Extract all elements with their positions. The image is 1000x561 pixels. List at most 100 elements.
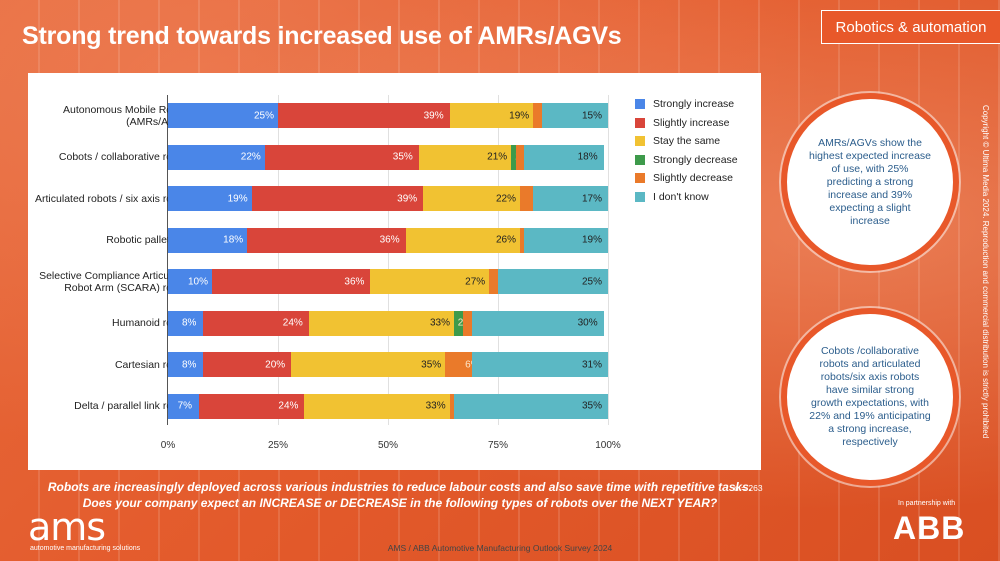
legend-label: Strongly decrease <box>653 153 738 166</box>
legend-swatch <box>635 154 645 165</box>
data-label: 26% <box>495 234 517 246</box>
bar-segment <box>168 103 278 129</box>
data-label: 18% <box>223 234 244 246</box>
chart-legend: Strongly increase Slightly increase Stay t… <box>635 95 738 206</box>
bar-segment <box>533 103 542 129</box>
bar-segment <box>168 186 252 212</box>
data-label: 18% <box>577 151 598 163</box>
category-label: Articulated robots / six axis robots <box>35 192 192 205</box>
x-tick-label: 75% <box>487 440 509 451</box>
chart-panel: 0% 25% 50% 75% 100% Autonomous Mobile Robots … <box>28 73 761 470</box>
bar-segment <box>445 352 472 378</box>
bar-segment <box>520 227 525 253</box>
data-label: 33% <box>429 317 451 329</box>
legend-item: I don't know <box>635 188 738 207</box>
bar-segment <box>423 186 520 212</box>
bar-segment <box>168 227 248 253</box>
bar-segment <box>168 352 204 378</box>
data-label: 30% <box>577 317 598 329</box>
callout-cobots: Cobots /collaborative robots and articul… <box>781 308 959 486</box>
legend-swatch <box>635 99 645 110</box>
data-label: 31% <box>581 359 603 371</box>
data-label: 35% <box>421 359 442 371</box>
legend-swatch <box>635 117 645 128</box>
legend-item: Strongly increase <box>635 95 738 114</box>
bar-segment <box>203 310 309 336</box>
bar-segment <box>489 269 498 295</box>
data-label: 22% <box>240 151 261 163</box>
y-axis-line <box>167 95 168 425</box>
x-tick-label: 100% <box>595 440 621 451</box>
legend-label: Slightly increase <box>653 116 730 129</box>
legend-item: Slightly decrease <box>635 169 738 188</box>
data-label: 10% <box>187 276 209 288</box>
ams-logo: ams <box>28 505 106 549</box>
data-label: 39% <box>397 193 418 205</box>
copyright-notice: Copyright © Ultima Media 2024. Reproduct… <box>981 105 990 439</box>
data-label: 27% <box>465 276 486 288</box>
data-label: 19% <box>227 193 248 205</box>
bar-segment <box>203 352 292 378</box>
bar-segment <box>418 144 512 170</box>
abb-logo: ABB <box>893 510 966 546</box>
category-label: Selective Compliance Articulated Robot A… <box>39 269 192 294</box>
bar-segment <box>462 310 472 336</box>
data-label: 19% <box>509 110 530 122</box>
legend-item: Slightly increase <box>635 114 738 133</box>
bar-segment <box>278 103 450 129</box>
category-label: Cobots / collaborative robots <box>58 151 192 164</box>
legend-swatch <box>635 136 645 147</box>
data-label: 8% <box>181 317 197 329</box>
data-label: 7% <box>177 400 193 412</box>
survey-question: Robots are increasingly deployed across … <box>20 479 780 511</box>
data-label: 35% <box>581 400 603 412</box>
partner-label: In partnership with <box>898 500 956 507</box>
section-tag: Robotics & automation <box>821 10 1000 44</box>
page-title: Strong trend towards increased use of AM… <box>22 22 622 50</box>
data-label: 21% <box>487 151 508 163</box>
data-label: 36% <box>344 276 365 288</box>
bar-segment <box>471 352 608 378</box>
data-label: 35% <box>392 151 413 163</box>
bar-segment <box>524 144 604 170</box>
sample-size: n = 263 <box>734 483 763 493</box>
bar-segment <box>168 393 199 419</box>
bar-segment <box>168 144 265 170</box>
bar-segment <box>524 227 608 253</box>
bar-segment <box>247 227 406 253</box>
gridline <box>388 95 389 425</box>
callout-amr: AMRs/AGVs show the highest expected incr… <box>781 93 959 271</box>
bar-segment <box>454 310 463 336</box>
data-label: 25% <box>581 276 603 288</box>
data-label: 24% <box>282 317 303 329</box>
legend-swatch <box>635 191 645 202</box>
bar-segment <box>449 103 534 129</box>
x-tick-label: 0% <box>160 440 176 451</box>
bar-segment <box>498 269 608 295</box>
question-line-1: Robots are increasingly deployed across … <box>47 480 753 494</box>
bar-segment <box>515 144 525 170</box>
data-label: 24% <box>278 400 299 412</box>
bar-segment <box>471 310 604 336</box>
x-tick-label: 25% <box>267 440 289 451</box>
ams-logo-subtitle: automotive manufacturing solutions <box>30 545 141 552</box>
bar-segment <box>533 186 608 212</box>
bar-segment <box>198 393 305 419</box>
legend-label: I don't know <box>653 190 709 203</box>
gridline <box>498 95 499 425</box>
gridline <box>278 95 279 425</box>
bar-segment <box>542 103 608 129</box>
legend-label: Stay the same <box>653 135 721 148</box>
legend-label: Slightly decrease <box>653 172 733 185</box>
data-label: 17% <box>581 193 603 205</box>
data-label: 19% <box>581 234 603 246</box>
data-label: 15% <box>581 110 603 122</box>
bar-segment <box>168 310 204 336</box>
data-label: 25% <box>253 110 275 122</box>
bar-segment <box>405 227 520 253</box>
bar-segment <box>449 393 454 419</box>
data-label: 39% <box>423 110 444 122</box>
data-label: 22% <box>495 193 517 205</box>
category-label: Delta / parallel link robots <box>74 400 192 413</box>
legend-item: Strongly decrease <box>635 151 738 170</box>
